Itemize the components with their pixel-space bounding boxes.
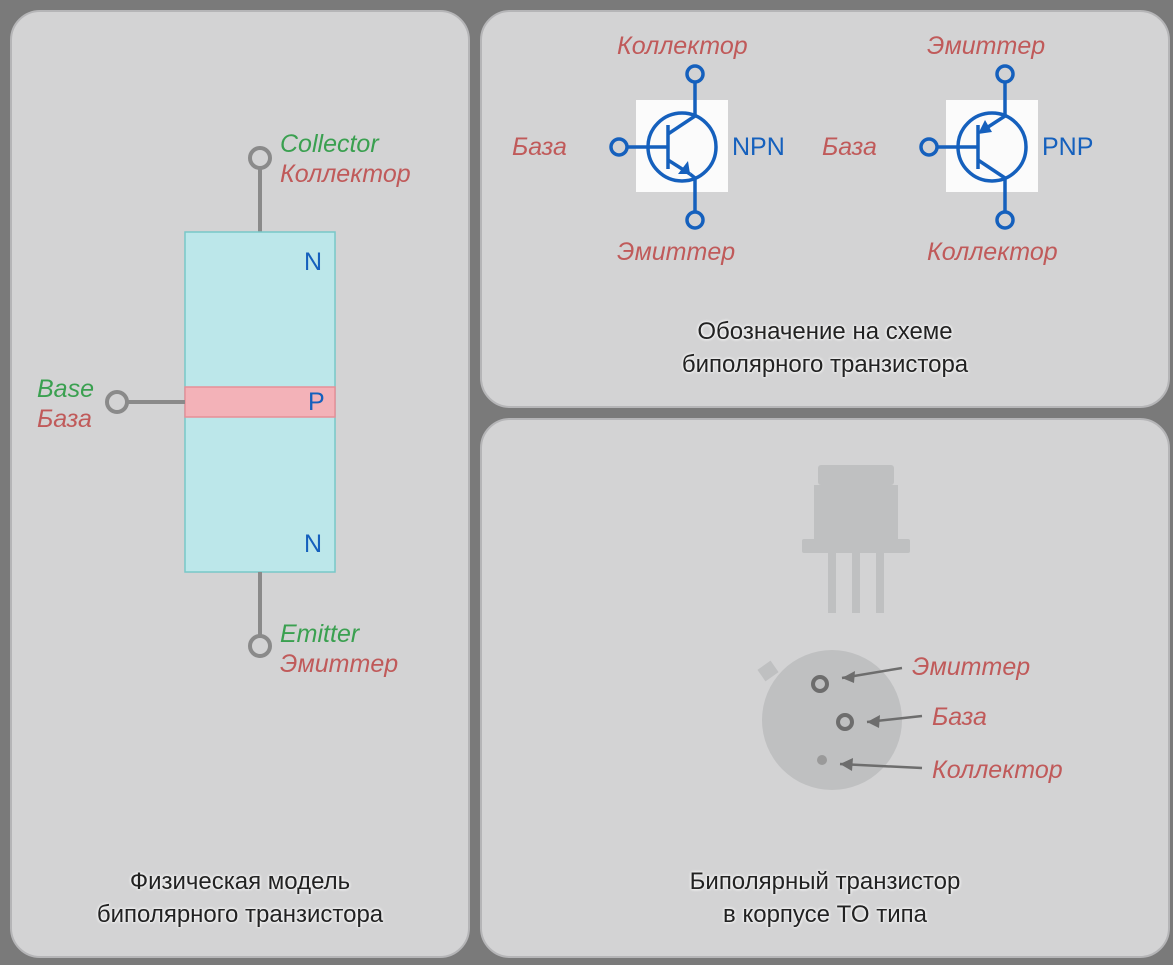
emitter-en-label: Emitter <box>280 620 361 648</box>
schematic-caption-l2: биполярного транзистора <box>682 351 968 378</box>
collector-en-label: Collector <box>280 130 380 158</box>
npn-type-label: NPN <box>732 133 785 161</box>
base-pin-circle <box>107 392 127 412</box>
pkg-collector-label: Коллектор <box>932 756 1063 784</box>
schematic-caption: Обозначение на схеме биполярного транзис… <box>482 316 1168 381</box>
collector-ru-label: Коллектор <box>280 160 411 188</box>
n-top-label: N <box>304 248 322 276</box>
n-bot-label: N <box>304 530 322 558</box>
p-label: P <box>308 388 325 416</box>
panel-package: Эмиттер База Коллектор Биполярный транзи… <box>480 418 1170 958</box>
physical-model-svg: N P N Collector Коллектор Base База Emit… <box>12 12 472 962</box>
package-caption-l1: Биполярный транзистор <box>690 868 961 895</box>
panel-physical-model: N P N Collector Коллектор Base База Emit… <box>10 10 470 958</box>
npn-emitter-label: Эмиттер <box>617 238 735 266</box>
package-caption-l2: в корпусе TO типа <box>723 901 927 928</box>
emitter-pin-circle <box>250 636 270 656</box>
npn-base-label: База <box>512 133 567 161</box>
physical-caption-l2: биполярного транзистора <box>97 901 383 928</box>
pnp-type-label: PNP <box>1042 133 1093 161</box>
pnp-collector-label: Коллектор <box>927 238 1058 266</box>
panel-schematic: Коллектор База Эмиттер NPN Эмиттер База … <box>480 10 1170 408</box>
to-can-side <box>802 465 910 613</box>
pkg-emitter-label: Эмиттер <box>912 653 1030 681</box>
physical-caption-l1: Физическая модель <box>130 868 350 895</box>
pnp-emitter-label: Эмиттер <box>927 32 1045 60</box>
emitter-dot <box>813 677 827 691</box>
schematic-caption-l1: Обозначение на схеме <box>697 318 952 345</box>
base-en-label: Base <box>37 375 94 403</box>
pnp-base-label: База <box>822 133 877 161</box>
base-dot <box>838 715 852 729</box>
emitter-ru-label: Эмиттер <box>280 650 398 678</box>
pkg-base-label: База <box>932 703 987 731</box>
package-caption: Биполярный транзистор в корпусе TO типа <box>482 866 1168 931</box>
base-ru-label: База <box>37 405 92 433</box>
physical-caption: Физическая модель биполярного транзистор… <box>12 866 468 931</box>
collector-dot <box>817 755 827 765</box>
npn-collector-label: Коллектор <box>617 32 748 60</box>
collector-pin-circle <box>250 148 270 168</box>
